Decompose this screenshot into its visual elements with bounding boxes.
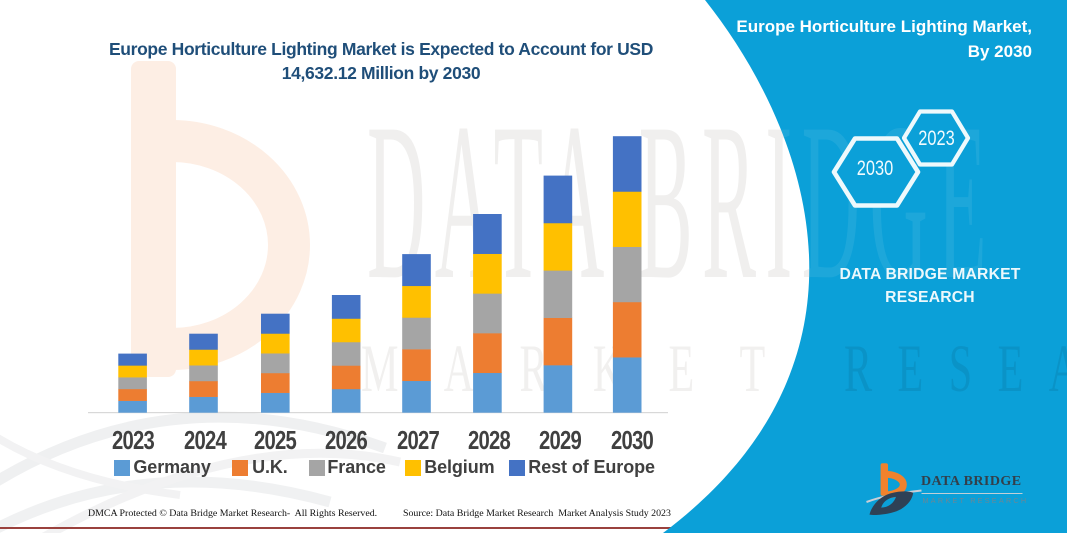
svg-text:RESEARCH: RESEARCH: [844, 332, 1067, 407]
